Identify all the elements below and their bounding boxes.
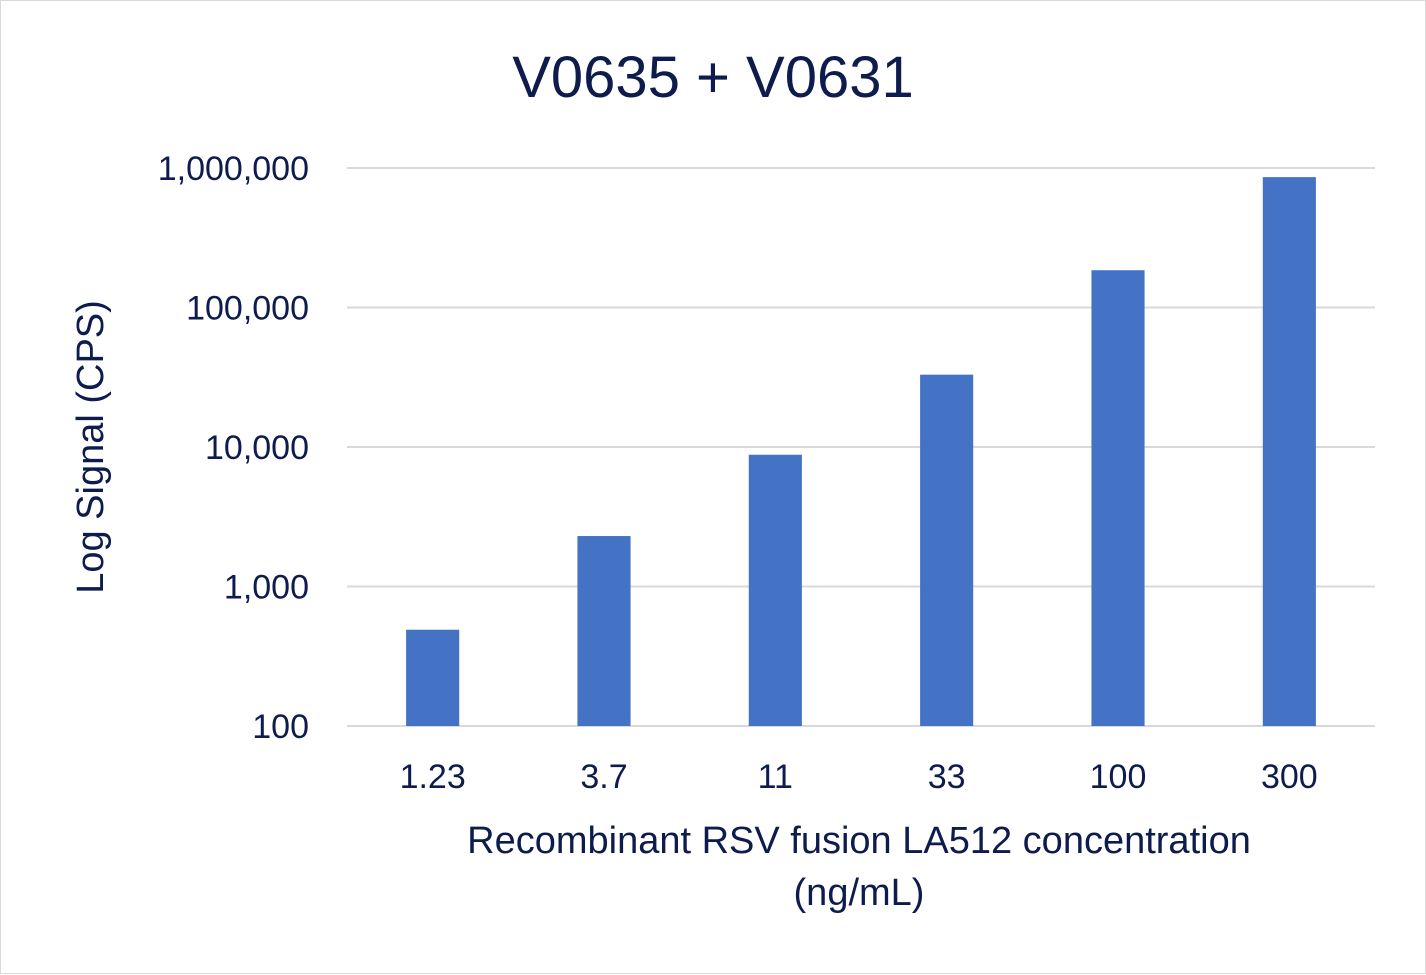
- x-tick-label-3: 33: [928, 758, 966, 796]
- y-axis-label: Log Signal (CPS): [70, 300, 112, 594]
- x-axis-ticks: 1.23 3.7 11 33 100 300: [400, 758, 1318, 796]
- gridlines: [347, 167, 1375, 727]
- y-tick-label-0: 100: [252, 708, 309, 746]
- chart-title: V0635 + V0631: [512, 45, 914, 110]
- x-tick-label-5: 300: [1261, 758, 1318, 796]
- bar-11: [748, 454, 802, 726]
- y-axis-ticks: 100 1,000 10,000 100,000 1,000,000: [158, 150, 309, 746]
- bar-1.23: [406, 629, 460, 726]
- x-axis-label-line-1: Recombinant RSV fusion LA512 concentrati…: [467, 820, 1251, 862]
- bars: [406, 177, 1316, 727]
- bar-3.7: [577, 536, 631, 726]
- bar-300: [1262, 177, 1316, 727]
- x-axis-label-line-2: (ng/mL): [794, 872, 925, 914]
- y-tick-label-4: 1,000,000: [158, 150, 309, 188]
- x-tick-label-0: 1.23: [400, 758, 466, 796]
- y-tick-label-2: 10,000: [205, 429, 309, 467]
- x-tick-label-1: 3.7: [580, 758, 627, 796]
- x-tick-label-4: 100: [1090, 758, 1147, 796]
- x-tick-label-2: 11: [758, 758, 793, 796]
- y-tick-label-3: 100,000: [186, 290, 309, 328]
- y-tick-label-1: 1,000: [224, 569, 309, 607]
- bar-100: [1091, 270, 1145, 726]
- bar-33: [920, 374, 974, 726]
